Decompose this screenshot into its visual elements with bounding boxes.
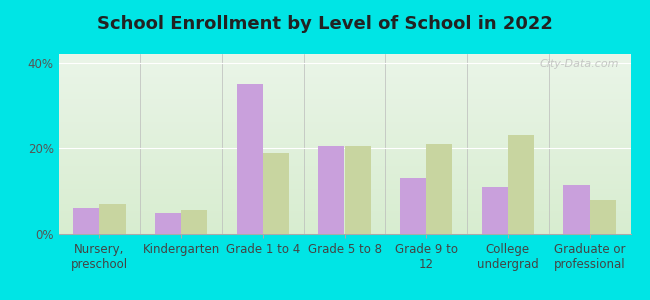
Bar [482, 187, 508, 234]
Bar [426, 144, 452, 234]
Bar [400, 178, 426, 234]
Bar [237, 84, 263, 234]
Bar [263, 153, 289, 234]
Text: City-Data.com: City-Data.com [540, 59, 619, 69]
Bar [564, 185, 590, 234]
Bar [99, 204, 125, 234]
Bar [508, 135, 534, 234]
Bar [181, 210, 207, 234]
Bar [344, 146, 370, 234]
Bar [590, 200, 616, 234]
Bar [155, 213, 181, 234]
Bar [318, 146, 344, 234]
Bar [73, 208, 99, 234]
Text: School Enrollment by Level of School in 2022: School Enrollment by Level of School in … [97, 15, 553, 33]
